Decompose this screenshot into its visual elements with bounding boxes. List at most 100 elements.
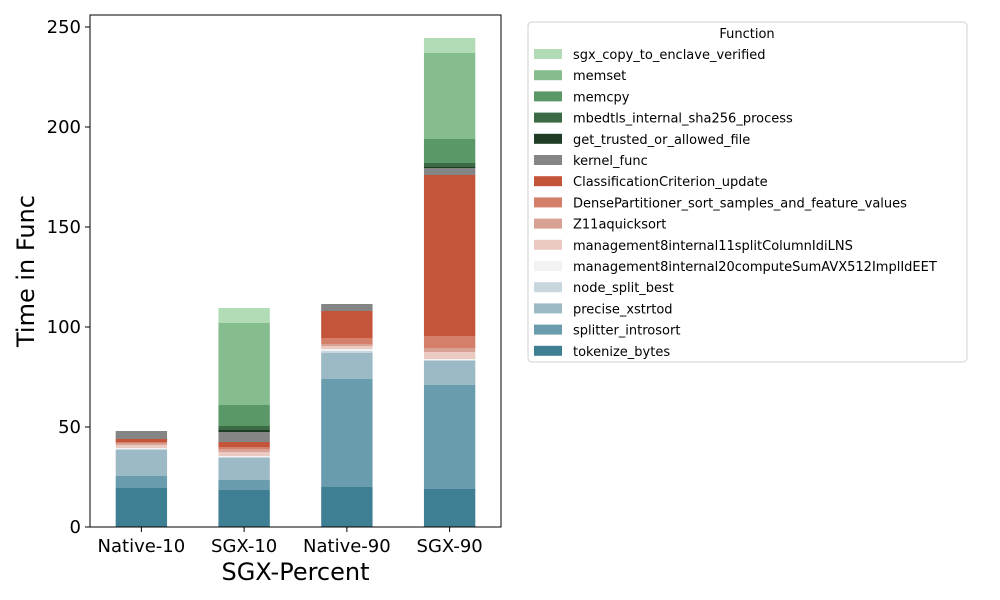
x-tick-label-3: Native-90	[303, 536, 391, 557]
bar-segment-1-1	[115, 488, 168, 527]
y-tick-label-1: 0	[70, 517, 81, 538]
bar-segment-4-11	[423, 167, 476, 168]
legend-swatch-6	[534, 155, 562, 165]
legend-label-5: get_trusted_or_allowed_file	[573, 133, 750, 148]
bar-segment-4-5	[423, 359, 476, 360]
legend-swatch-13	[534, 303, 562, 314]
legend-swatch-10	[534, 239, 562, 250]
bar-segment-2-11	[218, 430, 270, 432]
legend-swatch-5	[534, 133, 562, 144]
legend-swatch-12	[534, 282, 562, 293]
bar-segment-2-9	[218, 442, 270, 447]
legend-swatch-14	[534, 324, 562, 335]
y-tick-label-3: 100	[47, 317, 81, 338]
legend-swatch-2	[534, 70, 562, 81]
legend-label-7: ClassificationCriterion_update	[573, 175, 768, 190]
bar-segment-2-14	[218, 323, 270, 405]
legend-swatch-1	[534, 49, 562, 59]
bar-segment-1-9	[115, 439, 168, 442]
legend: Function sgx_copy_to_enclave_verifiedmem…	[527, 21, 968, 363]
legend-label-3: memcpy	[573, 90, 630, 105]
legend-label-8: DensePartitioner_sort_samples_and_featur…	[573, 196, 907, 211]
bar-segment-2-4	[218, 457, 270, 458]
bar-segment-4-1	[423, 489, 476, 527]
bar-segment-4-8	[423, 336, 476, 348]
legend-title: Function	[719, 27, 774, 42]
bar-segment-3-4	[321, 351, 373, 353]
legend-label-4: mbedtls_internal_sha256_process	[573, 112, 793, 127]
bar-segment-2-7	[218, 449, 270, 452]
bar-segment-3-1	[321, 487, 373, 527]
x-axis-label: SGX-Percent	[221, 558, 369, 586]
y-tick-label-4: 150	[47, 217, 81, 238]
bar-segment-3-2	[321, 379, 373, 487]
bar-segment-3-6	[321, 346, 373, 349]
bar-segment-2-13	[218, 405, 270, 426]
bar-segment-4-10	[423, 168, 476, 175]
bar-segment-4-15	[423, 38, 476, 53]
y-tick-label-5: 200	[47, 117, 81, 138]
legend-label-1: sgx_copy_to_enclave_verified	[573, 48, 766, 63]
legend-label-2: memset	[573, 69, 626, 84]
x-tick-label-2: SGX-10	[211, 536, 277, 557]
bar-segment-4-14	[423, 53, 476, 139]
bars-group	[115, 38, 476, 527]
bar-segment-3-10	[321, 304, 373, 311]
bar-segment-4-7	[423, 348, 476, 352]
legend-swatch-15	[534, 345, 562, 356]
bar-segment-4-6	[423, 352, 476, 359]
bar-segment-2-1	[218, 490, 270, 527]
y-tick-label-2: 50	[58, 417, 81, 438]
bar-segment-1-10	[115, 431, 168, 439]
bar-segment-4-13	[423, 139, 476, 163]
legend-label-13: precise_xstrtod	[573, 302, 673, 317]
bar-segment-4-2	[423, 385, 476, 489]
legend-label-12: node_split_best	[573, 281, 674, 296]
bar-segment-2-10	[218, 432, 270, 442]
legend-swatch-9	[534, 218, 562, 229]
legend-box	[527, 21, 968, 363]
bar-segment-1-7	[115, 443, 168, 445]
x-tick-label-4: SGX-90	[417, 536, 483, 557]
bar-segment-2-6	[218, 452, 270, 456]
bar-segment-1-6	[115, 445, 168, 448]
bar-segment-2-8	[218, 447, 270, 449]
bar-segment-4-9	[423, 175, 476, 336]
legend-label-10: management8internal11splitColumnIdiLNS	[573, 239, 853, 254]
bar-segment-1-3	[115, 450, 168, 476]
legend-swatch-8	[534, 197, 562, 208]
x-tick-label-1: Native-10	[98, 536, 186, 557]
legend-label-6: kernel_func	[573, 154, 648, 169]
bar-segment-1-5	[115, 448, 168, 449]
bar-segment-2-3	[218, 458, 270, 480]
legend-swatch-4	[534, 112, 562, 123]
y-axis-label: Time in Func	[12, 195, 40, 348]
bar-segment-4-4	[423, 360, 476, 361]
legend-label-11: management8internal20computeSumAVX512Imp…	[573, 260, 937, 275]
legend-swatch-11	[534, 261, 562, 271]
bar-segment-3-5	[321, 349, 373, 351]
x-axis-ticks: Native-10 SGX-10 Native-90 SGX-90	[98, 527, 483, 557]
legend-swatch-7	[534, 176, 562, 187]
bar-segment-1-8	[115, 442, 168, 443]
plot-area-frame	[89, 14, 502, 528]
bar-segment-3-9	[321, 311, 373, 338]
bar-segment-2-12	[218, 426, 270, 430]
legend-swatch-3	[534, 91, 562, 102]
bar-segment-3-7	[321, 344, 373, 346]
bar-segment-1-4	[115, 449, 168, 450]
y-axis-ticks: 0 50 100 150 200 250	[47, 17, 90, 538]
legend-label-14: splitter_introsort	[573, 324, 680, 339]
bar-segment-4-12	[423, 163, 476, 167]
bar-segment-2-5	[218, 456, 270, 457]
bar-segment-2-15	[218, 308, 270, 323]
bar-segment-3-8	[321, 338, 373, 344]
legend-label-15: tokenize_bytes	[573, 345, 670, 360]
bar-segment-3-3	[321, 353, 373, 379]
y-tick-label-6: 250	[47, 17, 81, 38]
legend-label-9: Z11aquicksort	[573, 218, 666, 233]
bar-segment-1-2	[115, 476, 168, 488]
bar-segment-4-3	[423, 361, 476, 385]
